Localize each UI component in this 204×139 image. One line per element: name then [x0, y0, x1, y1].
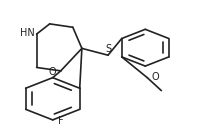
Text: HN: HN — [20, 28, 35, 38]
Text: O: O — [151, 72, 159, 82]
Text: S: S — [105, 44, 112, 54]
Text: O: O — [49, 67, 56, 77]
Text: F: F — [58, 116, 63, 126]
